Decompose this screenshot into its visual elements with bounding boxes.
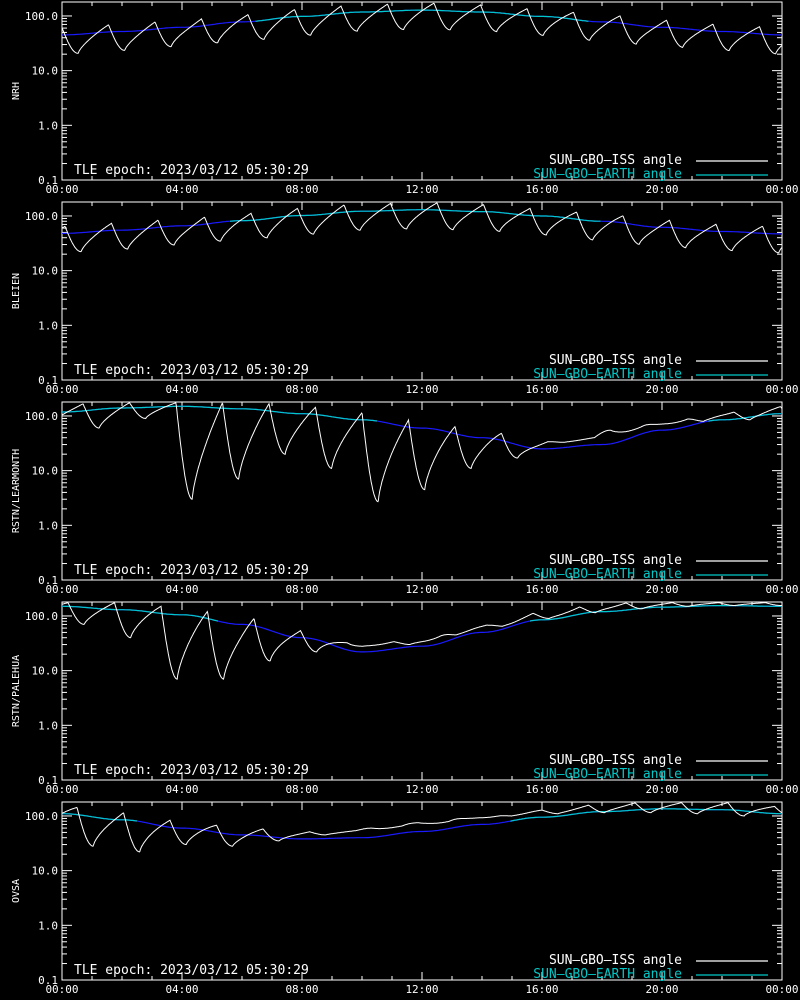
y-axis-label: NRH [11, 82, 22, 100]
legend-label: SUN–GBO–EARTH angle [533, 967, 682, 982]
y-axis-label: OVSA [11, 879, 22, 903]
y-tick-label: 10.0 [32, 265, 59, 278]
legend-label: SUN–GBO–EARTH angle [533, 367, 682, 382]
x-tick-label: 20:00 [645, 783, 678, 796]
legend-label: SUN–GBO–EARTH angle [533, 567, 682, 582]
y-axis-label: BLEIEN [11, 273, 22, 309]
earth-angle-high-segment [708, 413, 782, 422]
earth-angle-line [62, 405, 782, 450]
legend-label: SUN–GBO–EARTH angle [533, 167, 682, 182]
x-tick-label: 00:00 [765, 783, 798, 796]
y-tick-label: 0.1 [38, 574, 58, 587]
y-tick-label: 0.1 [38, 374, 58, 387]
earth-angle-line [62, 9, 782, 36]
panel-2: 0.1 1.0 10.0 100.0 00:00 04:00 08:00 12:00 16:00… [11, 201, 799, 396]
x-tick-label: 00:00 [45, 983, 78, 996]
legend-label: SUN–GBO–ISS angle [549, 753, 682, 768]
x-tick-label: 12:00 [405, 783, 438, 796]
x-tick-label: 00:00 [45, 183, 78, 196]
x-tick-label: 00:00 [45, 783, 78, 796]
iss-angle-line [61, 202, 783, 254]
y-tick-label: 10.0 [32, 465, 59, 478]
earth-angle-high-segment [529, 604, 782, 622]
x-tick-label: 00:00 [45, 383, 78, 396]
y-tick-label: 1.0 [38, 119, 58, 132]
earth-angle-high-segment [229, 209, 601, 222]
y-tick-label: 0.1 [38, 174, 58, 187]
earth-angle-line [62, 604, 782, 653]
panel-5: 0.1 1.0 10.0 100.0 00:00 04:00 08:00 12:00 16:00… [11, 801, 799, 996]
y-tick-label: 0.1 [38, 774, 58, 787]
panel-3: 0.1 1.0 10.0 100.0 00:00 04:00 08:00 12:00 16:00… [11, 401, 799, 596]
x-tick-label: 04:00 [165, 983, 198, 996]
panel-1: 0.1 1.0 10.0 100.0 00:00 04:00 08:00 12:00 16:00… [11, 1, 799, 196]
x-tick-label: 20:00 [645, 183, 678, 196]
legend-label: SUN–GBO–ISS angle [549, 353, 682, 368]
x-tick-label: 04:00 [165, 383, 198, 396]
y-tick-label: 100.0 [25, 210, 58, 223]
tle-epoch-annotation: TLE epoch: 2023/03/12 05:30:29 [74, 163, 309, 178]
tle-epoch-annotation: TLE epoch: 2023/03/12 05:30:29 [74, 563, 309, 578]
y-tick-label: 0.1 [38, 974, 58, 987]
earth-angle-high-segment [62, 605, 219, 622]
legend-label: SUN–GBO–ISS angle [549, 553, 682, 568]
tle-epoch-annotation: TLE epoch: 2023/03/12 05:30:29 [74, 763, 309, 778]
earth-angle-high-segment [510, 808, 782, 822]
x-tick-label: 12:00 [405, 183, 438, 196]
iss-angle-line [61, 401, 783, 503]
x-tick-label: 04:00 [165, 183, 198, 196]
x-tick-label: 08:00 [285, 183, 318, 196]
x-tick-label: 12:00 [405, 583, 438, 596]
y-tick-label: 10.0 [32, 65, 59, 78]
y-tick-label: 1.0 [38, 919, 58, 932]
x-tick-label: 12:00 [405, 983, 438, 996]
y-axis-label: RSTN/PALEHUA [11, 655, 22, 727]
panel-4: 0.1 1.0 10.0 100.0 00:00 04:00 08:00 12:00 16:00… [11, 601, 799, 796]
x-tick-label: 00:00 [765, 383, 798, 396]
iss-angle-line [61, 2, 783, 55]
x-tick-label: 20:00 [645, 583, 678, 596]
x-tick-label: 16:00 [525, 583, 558, 596]
legend-label: SUN–GBO–ISS angle [549, 153, 682, 168]
x-tick-label: 16:00 [525, 183, 558, 196]
legend-label: SUN–GBO–ISS angle [549, 953, 682, 968]
y-axis-label: RSTN/LEARMONTH [11, 449, 22, 533]
y-tick-label: 1.0 [38, 319, 58, 332]
y-tick-label: 100.0 [25, 610, 58, 623]
x-tick-label: 00:00 [765, 183, 798, 196]
earth-angle-high-segment [255, 9, 589, 22]
x-tick-label: 16:00 [525, 983, 558, 996]
iss-angle-line [61, 602, 783, 680]
earth-angle-high-segment [62, 813, 138, 822]
x-tick-label: 00:00 [765, 983, 798, 996]
x-tick-label: 20:00 [645, 383, 678, 396]
x-tick-label: 08:00 [285, 383, 318, 396]
x-tick-label: 00:00 [45, 583, 78, 596]
y-tick-label: 100.0 [25, 10, 58, 23]
x-tick-label: 16:00 [525, 383, 558, 396]
tle-epoch-annotation: TLE epoch: 2023/03/12 05:30:29 [74, 963, 309, 978]
tle-epoch-annotation: TLE epoch: 2023/03/12 05:30:29 [74, 363, 309, 378]
y-tick-label: 100.0 [25, 410, 58, 423]
x-tick-label: 12:00 [405, 383, 438, 396]
x-tick-label: 04:00 [165, 783, 198, 796]
x-tick-label: 00:00 [765, 583, 798, 596]
x-tick-label: 04:00 [165, 583, 198, 596]
y-tick-label: 10.0 [32, 665, 59, 678]
iss-angle-line [61, 802, 783, 853]
earth-angle-line [62, 808, 782, 840]
x-tick-label: 20:00 [645, 983, 678, 996]
x-tick-label: 08:00 [285, 783, 318, 796]
legend-label: SUN–GBO–EARTH angle [533, 767, 682, 782]
x-tick-label: 08:00 [285, 983, 318, 996]
y-tick-label: 1.0 [38, 719, 58, 732]
y-tick-label: 1.0 [38, 519, 58, 532]
x-tick-label: 08:00 [285, 583, 318, 596]
y-tick-label: 10.0 [32, 865, 59, 878]
x-tick-label: 16:00 [525, 783, 558, 796]
y-tick-label: 100.0 [25, 810, 58, 823]
